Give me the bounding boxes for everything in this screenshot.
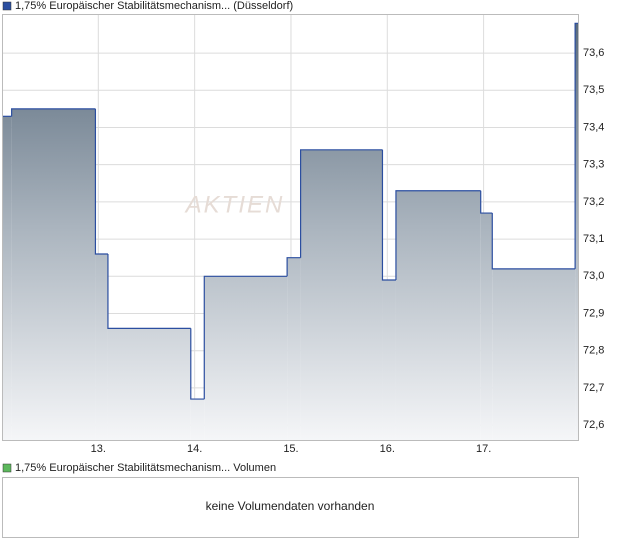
y-tick-label: 73,5 bbox=[583, 84, 604, 96]
y-tick-label: 72,7 bbox=[583, 382, 604, 394]
line-step bbox=[94, 108, 108, 255]
area bbox=[2, 23, 578, 441]
line-step bbox=[574, 22, 578, 269]
x-tick-label: 17. bbox=[476, 443, 491, 455]
line-step bbox=[299, 149, 383, 258]
legend-swatch bbox=[2, 463, 12, 473]
area-step bbox=[300, 149, 383, 440]
area-step bbox=[107, 328, 191, 440]
area-step bbox=[190, 399, 205, 440]
line-step bbox=[190, 328, 205, 400]
area-step bbox=[95, 253, 108, 440]
area-step bbox=[287, 257, 301, 440]
line bbox=[2, 22, 578, 400]
y-tick-label: 72,9 bbox=[583, 307, 604, 319]
y-tick-label: 73,4 bbox=[583, 121, 604, 133]
area-step bbox=[204, 276, 288, 440]
legend-swatch bbox=[2, 1, 12, 11]
area-step bbox=[575, 23, 578, 441]
y-tick-label: 72,6 bbox=[583, 419, 604, 431]
line-step bbox=[381, 149, 396, 281]
watermark: AKTIEN bbox=[184, 191, 285, 218]
y-tick-label: 72,8 bbox=[583, 345, 604, 357]
chart-title: 1,75% Europäischer Stabilitätsmechanism.… bbox=[15, 0, 293, 12]
area-step bbox=[492, 268, 576, 440]
volume-title: 1,75% Europäischer Stabilitätsmechanism.… bbox=[15, 462, 276, 474]
y-tick-label: 73,2 bbox=[583, 196, 604, 208]
line-step bbox=[480, 190, 493, 214]
line-step bbox=[11, 108, 96, 117]
y-tick-label: 73,1 bbox=[583, 233, 604, 245]
line-step bbox=[203, 275, 288, 400]
y-tick-label: 73,6 bbox=[583, 47, 604, 59]
y-tick-label: 73,3 bbox=[583, 159, 604, 171]
x-tick-label: 15. bbox=[283, 443, 298, 455]
area-step bbox=[11, 108, 96, 441]
plot-frame bbox=[2, 14, 579, 441]
line-step bbox=[107, 253, 191, 329]
volume-message: keine Volumendaten vorhanden bbox=[206, 499, 375, 513]
line-step bbox=[286, 257, 301, 277]
y-tick-label: 73,0 bbox=[583, 270, 604, 282]
area-step bbox=[382, 280, 396, 440]
line-step bbox=[395, 190, 481, 281]
x-tick-label: 14. bbox=[187, 443, 202, 455]
line-step bbox=[491, 213, 576, 270]
x-tick-label: 13. bbox=[91, 443, 106, 455]
area-step bbox=[395, 190, 481, 440]
x-tick-label: 16. bbox=[380, 443, 395, 455]
area-step bbox=[480, 213, 493, 440]
volume-frame bbox=[2, 477, 579, 538]
area-step bbox=[2, 116, 12, 441]
